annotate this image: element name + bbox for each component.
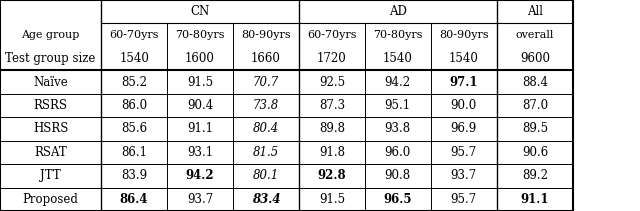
Text: 95.7: 95.7 bbox=[451, 193, 477, 206]
Text: 91.5: 91.5 bbox=[187, 76, 213, 89]
Text: 95.1: 95.1 bbox=[385, 99, 411, 112]
Text: CN: CN bbox=[190, 5, 210, 18]
Text: 80-90yrs: 80-90yrs bbox=[439, 30, 488, 40]
Text: 80-90yrs: 80-90yrs bbox=[241, 30, 291, 40]
Text: 90.8: 90.8 bbox=[385, 169, 411, 182]
Text: 85.2: 85.2 bbox=[121, 76, 147, 89]
Text: 81.5: 81.5 bbox=[253, 146, 279, 159]
Text: 80.1: 80.1 bbox=[253, 169, 279, 182]
Text: 86.1: 86.1 bbox=[121, 146, 147, 159]
Text: 1540: 1540 bbox=[449, 52, 479, 65]
Text: 95.7: 95.7 bbox=[451, 146, 477, 159]
Text: 70.7: 70.7 bbox=[253, 76, 279, 89]
Text: 89.8: 89.8 bbox=[319, 122, 345, 135]
Text: 70-80yrs: 70-80yrs bbox=[373, 30, 422, 40]
Text: 1540: 1540 bbox=[383, 52, 413, 65]
Text: 1540: 1540 bbox=[119, 52, 149, 65]
Text: 91.8: 91.8 bbox=[319, 146, 345, 159]
Text: Proposed: Proposed bbox=[22, 193, 79, 206]
Text: RSRS: RSRS bbox=[33, 99, 68, 112]
Text: 60-70yrs: 60-70yrs bbox=[307, 30, 356, 40]
Text: Naïve: Naïve bbox=[33, 76, 68, 89]
Text: RSAT: RSAT bbox=[34, 146, 67, 159]
Text: 97.1: 97.1 bbox=[449, 76, 478, 89]
Text: 88.4: 88.4 bbox=[522, 76, 548, 89]
Text: 86.4: 86.4 bbox=[120, 193, 148, 206]
Text: 89.5: 89.5 bbox=[522, 122, 548, 135]
Text: 92.5: 92.5 bbox=[319, 76, 345, 89]
Text: 87.3: 87.3 bbox=[319, 99, 345, 112]
Text: 1660: 1660 bbox=[251, 52, 281, 65]
Text: 92.8: 92.8 bbox=[317, 169, 346, 182]
Text: 96.0: 96.0 bbox=[385, 146, 411, 159]
Text: 83.9: 83.9 bbox=[121, 169, 147, 182]
Text: Age group: Age group bbox=[21, 30, 80, 40]
Text: All: All bbox=[527, 5, 543, 18]
Text: 91.5: 91.5 bbox=[319, 193, 345, 206]
Text: 90.4: 90.4 bbox=[187, 99, 213, 112]
Text: 86.0: 86.0 bbox=[121, 99, 147, 112]
Text: overall: overall bbox=[516, 30, 554, 40]
Text: 91.1: 91.1 bbox=[521, 193, 549, 206]
Text: 73.8: 73.8 bbox=[253, 99, 279, 112]
Text: 89.2: 89.2 bbox=[522, 169, 548, 182]
Text: 60-70yrs: 60-70yrs bbox=[109, 30, 159, 40]
Text: 80.4: 80.4 bbox=[253, 122, 279, 135]
Text: 83.4: 83.4 bbox=[252, 193, 280, 206]
Text: 90.0: 90.0 bbox=[451, 99, 477, 112]
Text: 94.2: 94.2 bbox=[385, 76, 411, 89]
Text: 70-80yrs: 70-80yrs bbox=[175, 30, 225, 40]
Text: Test group size: Test group size bbox=[5, 52, 96, 65]
Text: 85.6: 85.6 bbox=[121, 122, 147, 135]
Text: 91.1: 91.1 bbox=[187, 122, 213, 135]
Text: 96.9: 96.9 bbox=[451, 122, 477, 135]
Text: 93.7: 93.7 bbox=[187, 193, 213, 206]
Text: 87.0: 87.0 bbox=[522, 99, 548, 112]
Text: 1720: 1720 bbox=[317, 52, 347, 65]
Text: 1600: 1600 bbox=[185, 52, 215, 65]
Text: 96.5: 96.5 bbox=[383, 193, 412, 206]
Text: 93.1: 93.1 bbox=[187, 146, 213, 159]
Text: 93.8: 93.8 bbox=[385, 122, 411, 135]
Text: HSRS: HSRS bbox=[33, 122, 68, 135]
Text: 94.2: 94.2 bbox=[186, 169, 214, 182]
Text: AD: AD bbox=[389, 5, 406, 18]
Text: 9600: 9600 bbox=[520, 52, 550, 65]
Text: JTT: JTT bbox=[40, 169, 61, 182]
Text: 93.7: 93.7 bbox=[451, 169, 477, 182]
Text: 90.6: 90.6 bbox=[522, 146, 548, 159]
